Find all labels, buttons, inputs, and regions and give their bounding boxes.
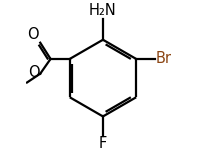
- Text: F: F: [99, 136, 107, 151]
- Text: H₂N: H₂N: [89, 3, 117, 18]
- Text: Br: Br: [156, 51, 172, 66]
- Text: O: O: [28, 65, 40, 80]
- Text: O: O: [27, 27, 39, 42]
